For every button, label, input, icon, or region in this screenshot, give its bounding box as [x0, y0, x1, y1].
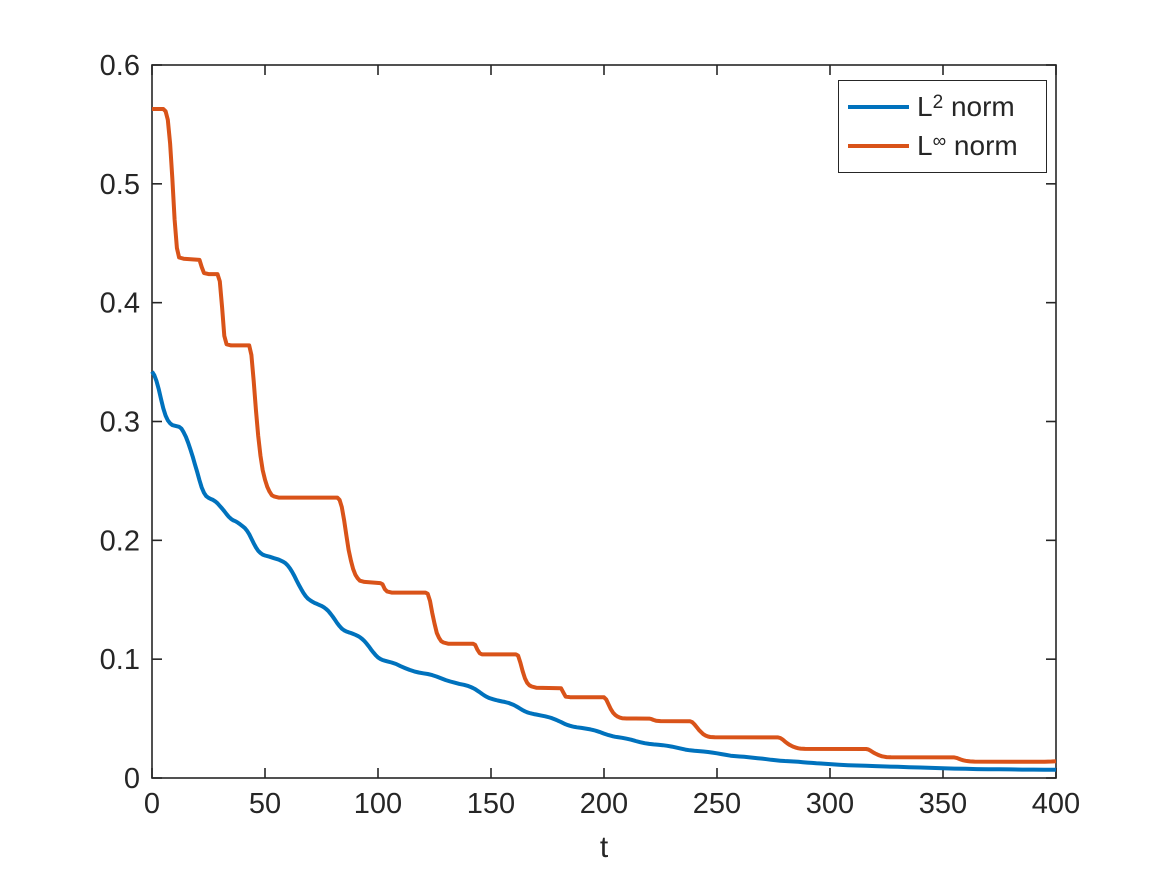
legend-item-l2-norm: L2 norm	[839, 88, 1046, 127]
y-axis-tick-label: 0.1	[100, 644, 140, 676]
line-linf-norm	[152, 107, 1057, 764]
y-axis-tick-label: 0.4	[100, 288, 140, 320]
x-axis-tick-label: 150	[467, 788, 515, 820]
y-axis-tick-label: 0.5	[100, 169, 140, 201]
y-axis-tick-label: 0.3	[100, 407, 140, 439]
x-axis-tick-label: 300	[806, 788, 854, 820]
x-axis-tick-label: 200	[580, 788, 628, 820]
legend-item-linf-norm: L∞ norm	[839, 127, 1046, 166]
legend-swatch-l2-norm	[848, 105, 909, 109]
x-axis-label: t	[600, 831, 609, 864]
x-axis-tick-label: 100	[354, 788, 402, 820]
x-axis-tick-label: 350	[919, 788, 967, 820]
y-axis-tick-label: 0.6	[100, 50, 140, 82]
x-axis-tick-label: 50	[249, 788, 281, 820]
y-axis-tick-label: 0.2	[100, 525, 140, 557]
y-axis-tick-label: 0	[124, 763, 140, 795]
x-axis-tick-label: 400	[1032, 788, 1080, 820]
x-axis-tick-label: 0	[144, 788, 160, 820]
legend-swatch-linf-norm	[848, 144, 909, 148]
legend: L2 norm L∞ norm	[838, 80, 1047, 173]
x-axis-tick-label: 250	[693, 788, 741, 820]
legend-label-l2-norm: L2 norm	[917, 91, 1015, 122]
legend-label-linf-norm: L∞ norm	[917, 130, 1018, 161]
line-l2-norm	[150, 370, 1056, 772]
